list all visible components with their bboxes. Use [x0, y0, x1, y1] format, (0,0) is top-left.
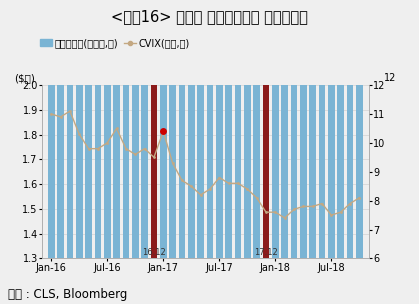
- Bar: [85, 0, 92, 258]
- Bar: [141, 0, 148, 258]
- Bar: [356, 0, 363, 258]
- Bar: [95, 0, 101, 258]
- Bar: [169, 0, 176, 258]
- Bar: [300, 0, 307, 258]
- Bar: [253, 0, 260, 258]
- Bar: [67, 0, 73, 258]
- Bar: [244, 0, 251, 258]
- Bar: [76, 0, 83, 258]
- Text: 16.12: 16.12: [142, 248, 166, 257]
- Bar: [235, 0, 241, 258]
- Bar: [57, 0, 64, 258]
- Bar: [104, 0, 111, 258]
- Text: 12: 12: [384, 73, 396, 83]
- Bar: [132, 0, 139, 258]
- Bar: [337, 0, 344, 258]
- Bar: [207, 0, 213, 258]
- Bar: [281, 0, 288, 258]
- Bar: [225, 0, 232, 258]
- Bar: [347, 0, 353, 258]
- Text: ($조): ($조): [14, 73, 35, 83]
- Bar: [309, 0, 316, 258]
- Bar: [160, 0, 167, 258]
- Bar: [178, 0, 185, 258]
- Bar: [328, 0, 335, 258]
- Text: 17.12: 17.12: [254, 248, 278, 257]
- Bar: [272, 0, 279, 258]
- Bar: [150, 0, 157, 258]
- Bar: [197, 0, 204, 258]
- Legend: 외환거래량(일평균,좌), CVIX(평균,우): 외환거래량(일평균,좌), CVIX(평균,우): [40, 38, 190, 48]
- Bar: [48, 0, 54, 258]
- Text: <그림16> 전세계 외환거래량과 환율변동성: <그림16> 전세계 외환거래량과 환율변동성: [111, 9, 308, 24]
- Bar: [113, 0, 120, 258]
- Bar: [123, 0, 129, 258]
- Text: 자료 : CLS, Bloomberg: 자료 : CLS, Bloomberg: [8, 288, 128, 301]
- Bar: [216, 0, 222, 258]
- Bar: [188, 0, 195, 258]
- Bar: [263, 0, 269, 258]
- Bar: [319, 0, 326, 258]
- Bar: [291, 0, 297, 258]
